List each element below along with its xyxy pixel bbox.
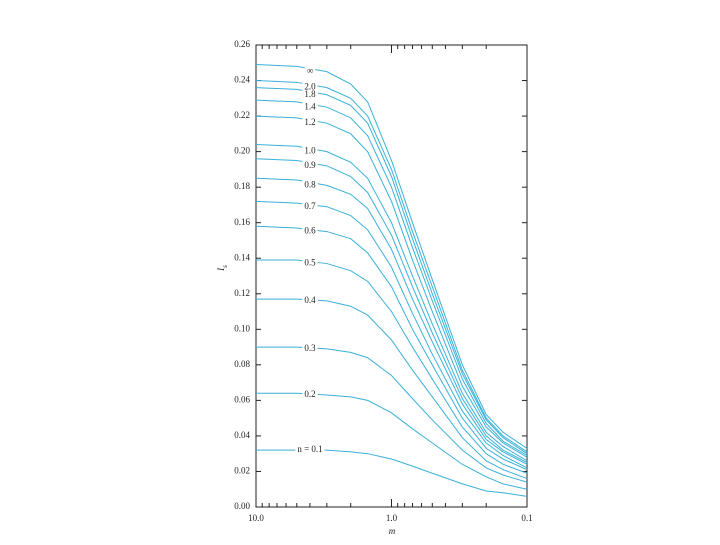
- curve: [255, 87, 528, 455]
- y-tick-label: 0.26: [234, 39, 250, 49]
- curve-label: 0.2: [304, 389, 315, 399]
- curve-label: 1.4: [304, 101, 316, 111]
- curve: [256, 259, 528, 474]
- x-axis-label: m: [389, 526, 396, 536]
- curve: [255, 200, 528, 469]
- y-tick-label: 0.00: [234, 501, 250, 511]
- y-tick-label: 0.20: [234, 146, 250, 156]
- y-axis-label: Is: [216, 265, 229, 272]
- curve-label-bg: [302, 343, 318, 354]
- curve: [256, 449, 528, 497]
- curve-label: n = 0.1: [297, 444, 322, 454]
- curve: [255, 99, 528, 456]
- y-tick-label: 0.10: [234, 323, 250, 333]
- curve-label-bg: [304, 66, 316, 77]
- curve-label: 0.3: [304, 343, 316, 353]
- y-tick-label: 0.08: [234, 359, 250, 369]
- curve: [255, 225, 528, 471]
- y-label-sub: s: [221, 265, 229, 268]
- curve-label-bg: [302, 390, 318, 401]
- y-label-main: I: [216, 267, 226, 272]
- x-tick-label: 0.1: [521, 513, 532, 523]
- y-tick-label: 0.12: [234, 288, 250, 298]
- curve: [256, 392, 528, 490]
- curve: [255, 158, 528, 464]
- curve-label-bg: [302, 118, 318, 129]
- y-tick-label: 0.24: [234, 75, 250, 85]
- curve-label-bg: [302, 146, 318, 157]
- curve: [256, 346, 528, 483]
- curve-label: 1.0: [304, 146, 316, 156]
- curve-label: 0.8: [304, 179, 316, 189]
- curve-label-bg: [302, 201, 318, 212]
- y-tick-label: 0.06: [234, 394, 250, 404]
- x-tick-label: 1.0: [386, 513, 398, 523]
- plot-frame: [255, 44, 528, 508]
- curve-label: 0.6: [304, 226, 316, 236]
- curve-label: 0.7: [304, 201, 316, 211]
- x-tick-label: 10.0: [248, 513, 264, 523]
- curve: [255, 177, 528, 465]
- curve-label-bg: [302, 180, 318, 191]
- curve-label-bg: [295, 445, 325, 456]
- y-tick-label: 0.04: [234, 430, 250, 440]
- curve-label: 0.9: [304, 160, 316, 170]
- curve-label-bg: [302, 295, 318, 306]
- curve-label-bg: [302, 82, 318, 93]
- curve-label-bg: [302, 102, 318, 113]
- curve-label: 1.8: [304, 89, 316, 99]
- curve: [255, 64, 528, 449]
- y-tick-label: 0.02: [234, 466, 250, 476]
- curve-label-bg: [302, 226, 318, 237]
- curve-label: 0.5: [304, 258, 316, 268]
- y-tick-label: 0.16: [234, 217, 250, 227]
- curve: [255, 115, 528, 458]
- curve-label: 0.4: [304, 295, 316, 305]
- curve-label-bg: [302, 89, 318, 100]
- curve: [255, 144, 528, 462]
- y-tick-label: 0.14: [234, 252, 250, 262]
- curve-label: 1.2: [304, 117, 315, 127]
- curve-label: ∞: [307, 66, 313, 76]
- y-tick-label: 0.18: [234, 181, 250, 191]
- curve: [255, 80, 528, 453]
- curve: [256, 298, 528, 480]
- curve-label-bg: [302, 258, 318, 269]
- curve-label: 2.0: [304, 82, 316, 92]
- y-tick-label: 0.22: [234, 110, 250, 120]
- curve-label-bg: [302, 160, 318, 171]
